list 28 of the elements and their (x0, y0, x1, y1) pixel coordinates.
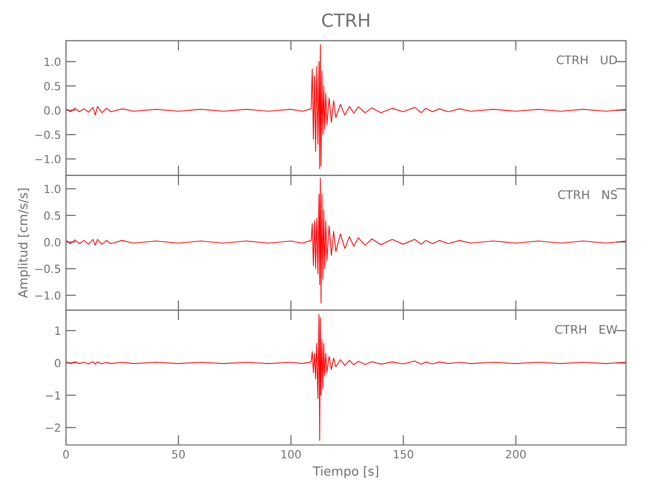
y-tick-label: 0.0 (44, 238, 60, 246)
y-axis-title: Amplitud [cm/s/s] (18, 188, 30, 298)
y-tick-label: 1.0 (44, 184, 60, 194)
y-tick-label: −1.0 (35, 154, 60, 164)
x-tick-label: 50 (172, 450, 185, 458)
line-series (66, 314, 626, 441)
annotation: CTRH UD (556, 55, 617, 64)
y-tick-label: 1.0 (44, 58, 60, 66)
y-tick-label: −0.5 (35, 130, 60, 139)
chart-title: CTRH (322, 13, 370, 28)
y-tick-label: 0.0 (44, 106, 60, 115)
y-tick-label: −1 (46, 391, 60, 400)
line-series (66, 44, 626, 170)
x-axis-title: Tiempo [s] (312, 466, 378, 478)
y-tick-label: 0.5 (44, 211, 60, 220)
y-tick-label: 0.5 (44, 82, 60, 90)
y-tick-label: 0 (54, 358, 60, 368)
x-tick-label: 150 (394, 450, 414, 458)
x-tick-label: 0 (63, 450, 69, 458)
line-series (66, 178, 626, 304)
x-tick-label: 100 (282, 450, 301, 458)
y-tick-label: 1 (55, 326, 60, 335)
y-tick-label: −1.0 (35, 291, 60, 300)
annotation: CTRH EW (555, 324, 618, 334)
x-tick-label: 200 (506, 450, 526, 458)
y-tick-label: −0.5 (35, 264, 60, 274)
y-tick-label: −2 (46, 424, 60, 432)
annotation: CTRH NS (558, 190, 617, 200)
